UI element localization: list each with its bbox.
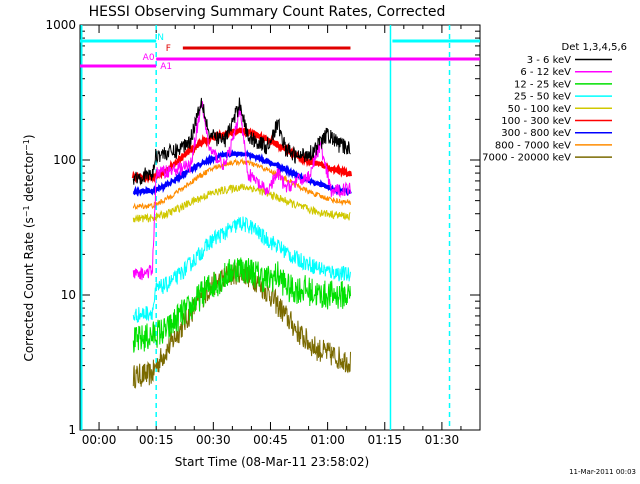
- y-tick-label: 10: [61, 288, 76, 302]
- plot-area: 00:00 00:15 00:30 00:45 01:00 01:15 01:30 1 10 10…: [45, 18, 481, 447]
- x-tick-label: 00:00: [82, 433, 117, 447]
- x-tick-label: 00:15: [139, 433, 174, 447]
- series-line: [132, 157, 351, 211]
- series-line: [132, 183, 351, 223]
- footer-date: 11-Mar-2011 00:03: [569, 468, 636, 476]
- series-line: [132, 101, 351, 281]
- legend-entry-label: 12 - 25 keV: [514, 79, 571, 90]
- x-tick-label: 00:45: [253, 433, 288, 447]
- legend-entry-label: 100 - 300 keV: [501, 116, 571, 127]
- y-axis-label: Corrected Count Rate (s−1 detector−1): [22, 134, 37, 361]
- legend-entry-label: 50 - 100 keV: [508, 104, 572, 115]
- y-tick-label: 100: [53, 153, 76, 167]
- flag-label-a1: A1: [160, 62, 172, 72]
- legend-title: Det 1,3,4,5,6: [562, 42, 627, 53]
- flag-label-a0: A0: [143, 53, 155, 63]
- x-tick-label: 00:30: [196, 433, 231, 447]
- series-line: [132, 257, 351, 353]
- flag-label-n: N: [157, 33, 164, 43]
- chart-title: HESSI Observing Summary Count Rates, Cor…: [89, 4, 446, 20]
- y-tick-label: 1000: [45, 18, 76, 32]
- legend-entry-label: 800 - 7000 keV: [495, 140, 571, 151]
- y-tick-label: 1: [68, 423, 76, 437]
- legend-entry-label: 7000 - 20000 keV: [482, 153, 571, 164]
- legend-entry-label: 25 - 50 keV: [514, 92, 571, 103]
- x-axis-label: Start Time (08-Mar-11 23:58:02): [175, 455, 369, 469]
- plot-frame: [79, 24, 481, 431]
- series-line: [132, 149, 352, 198]
- x-tick-label: 01:15: [367, 433, 402, 447]
- svg-text:Corrected Count Rate (s−1 dete: Corrected Count Rate (s−1 detector−1): [22, 134, 37, 361]
- legend-entry-label: 6 - 12 keV: [520, 67, 571, 78]
- legend-entry-label: 3 - 6 keV: [527, 55, 571, 66]
- flag-label-f: F: [166, 44, 171, 54]
- series-line: [132, 97, 351, 186]
- legend-entry-label: 300 - 800 keV: [501, 128, 571, 139]
- x-tick-label: 01:30: [425, 433, 460, 447]
- x-tick-label: 01:00: [310, 433, 345, 447]
- series-line: [132, 216, 351, 323]
